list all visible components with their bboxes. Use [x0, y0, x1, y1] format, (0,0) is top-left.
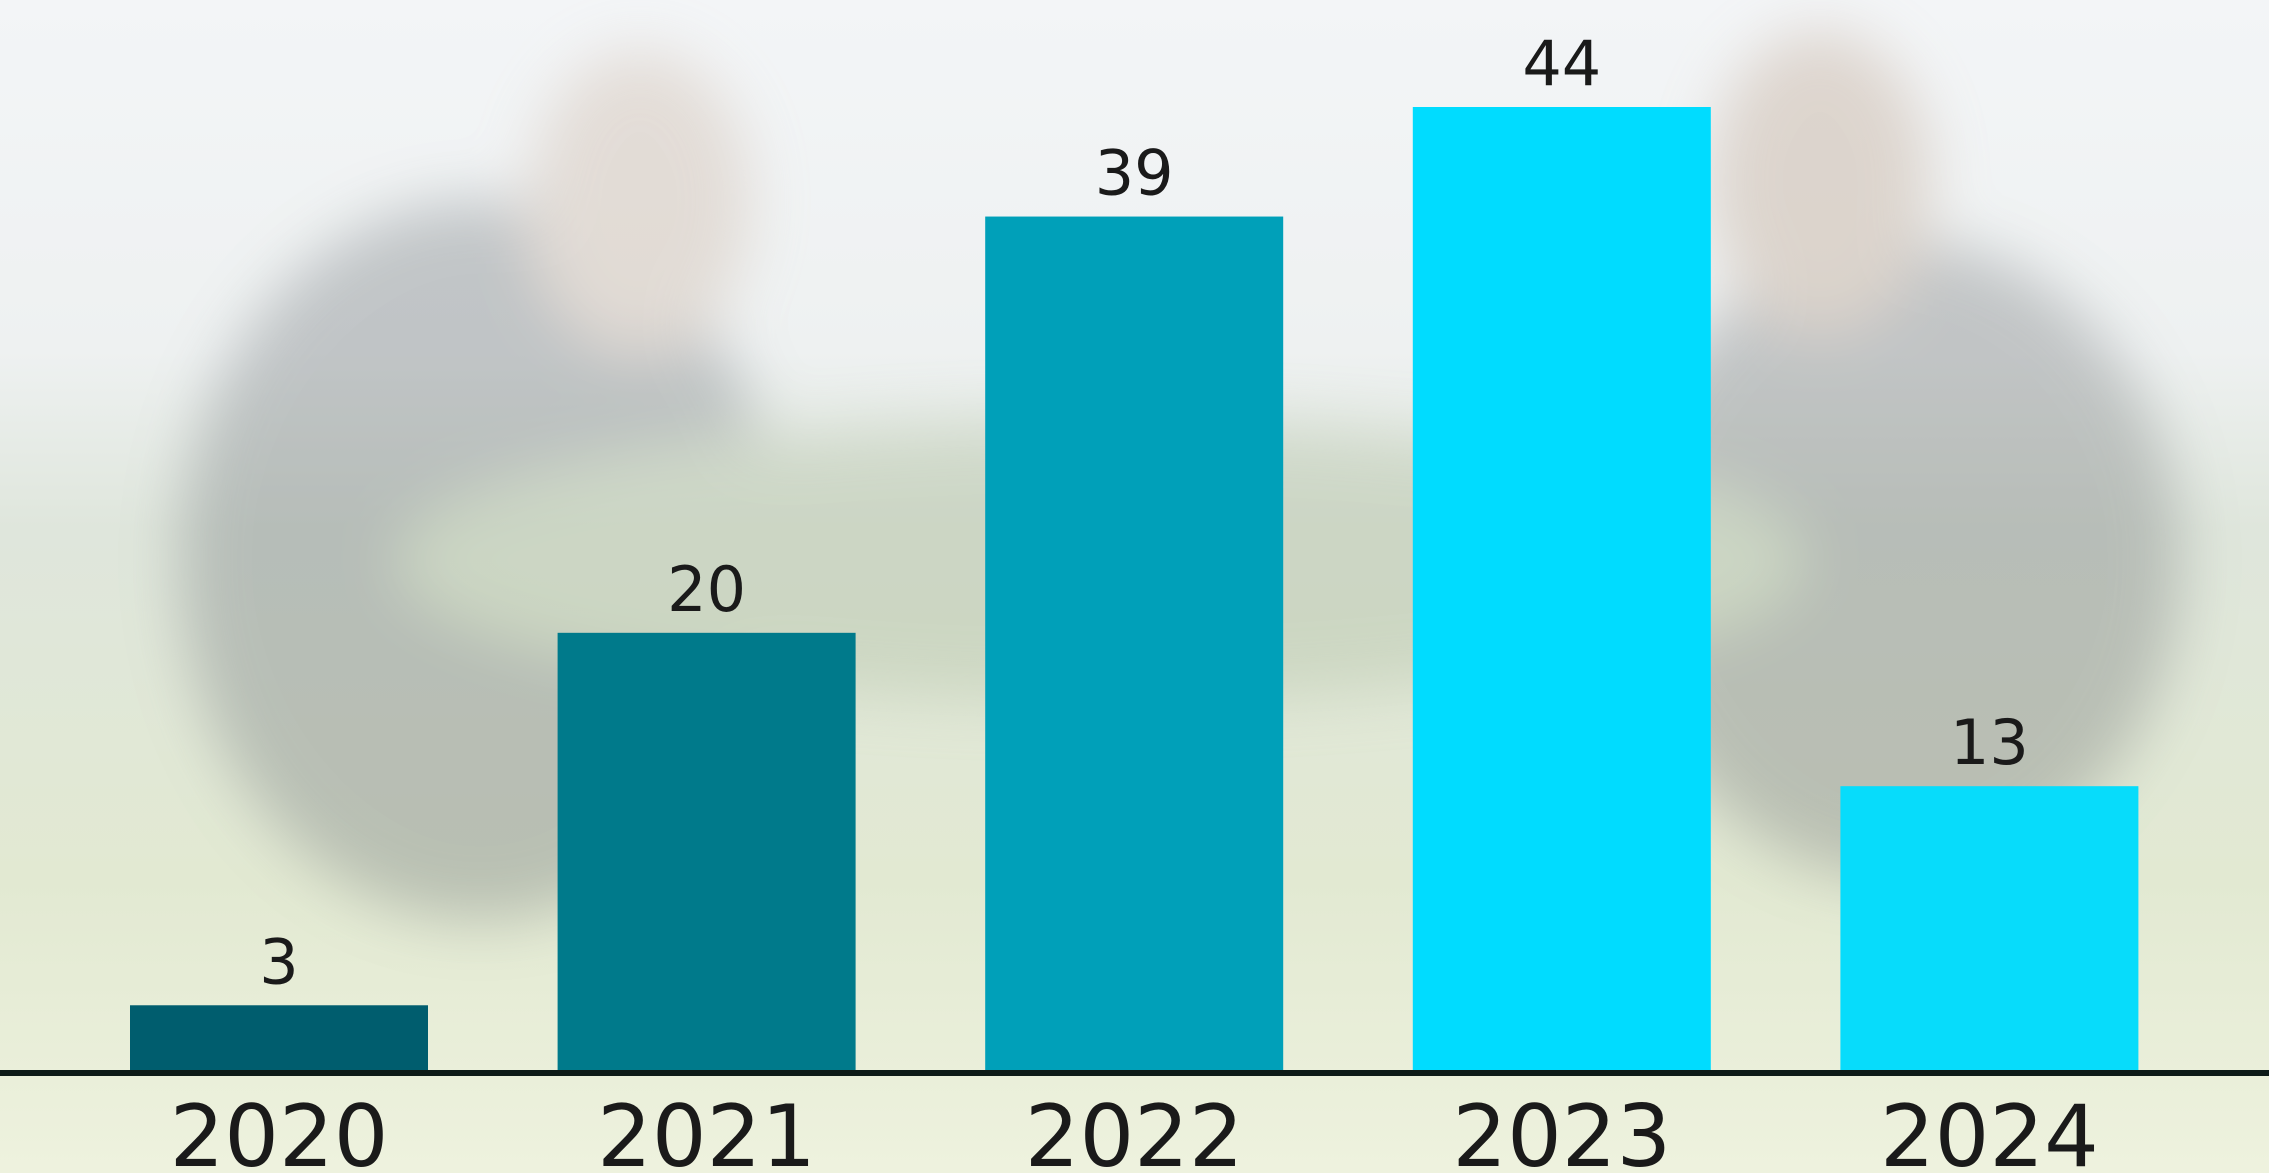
value-label: 13	[1950, 706, 2029, 779]
bar	[130, 1005, 428, 1071]
page: 32020202021392022442023132024 (() => { c…	[0, 0, 2269, 1173]
value-label: 3	[259, 925, 298, 998]
x-tick-label: 2023	[1452, 1087, 1671, 1173]
chart: 32020202021392022442023132024	[0, 0, 2269, 1173]
value-label: 44	[1522, 27, 1601, 100]
x-tick-label: 2024	[1880, 1087, 2099, 1173]
bar	[1413, 107, 1711, 1071]
bar	[985, 217, 1283, 1071]
value-label: 20	[667, 553, 746, 626]
x-tick-label: 2022	[1025, 1087, 1244, 1173]
x-tick-label: 2020	[170, 1087, 389, 1173]
x-tick-label: 2021	[597, 1087, 816, 1173]
value-label: 39	[1095, 137, 1174, 210]
bar	[558, 633, 856, 1071]
bar	[1840, 786, 2138, 1071]
